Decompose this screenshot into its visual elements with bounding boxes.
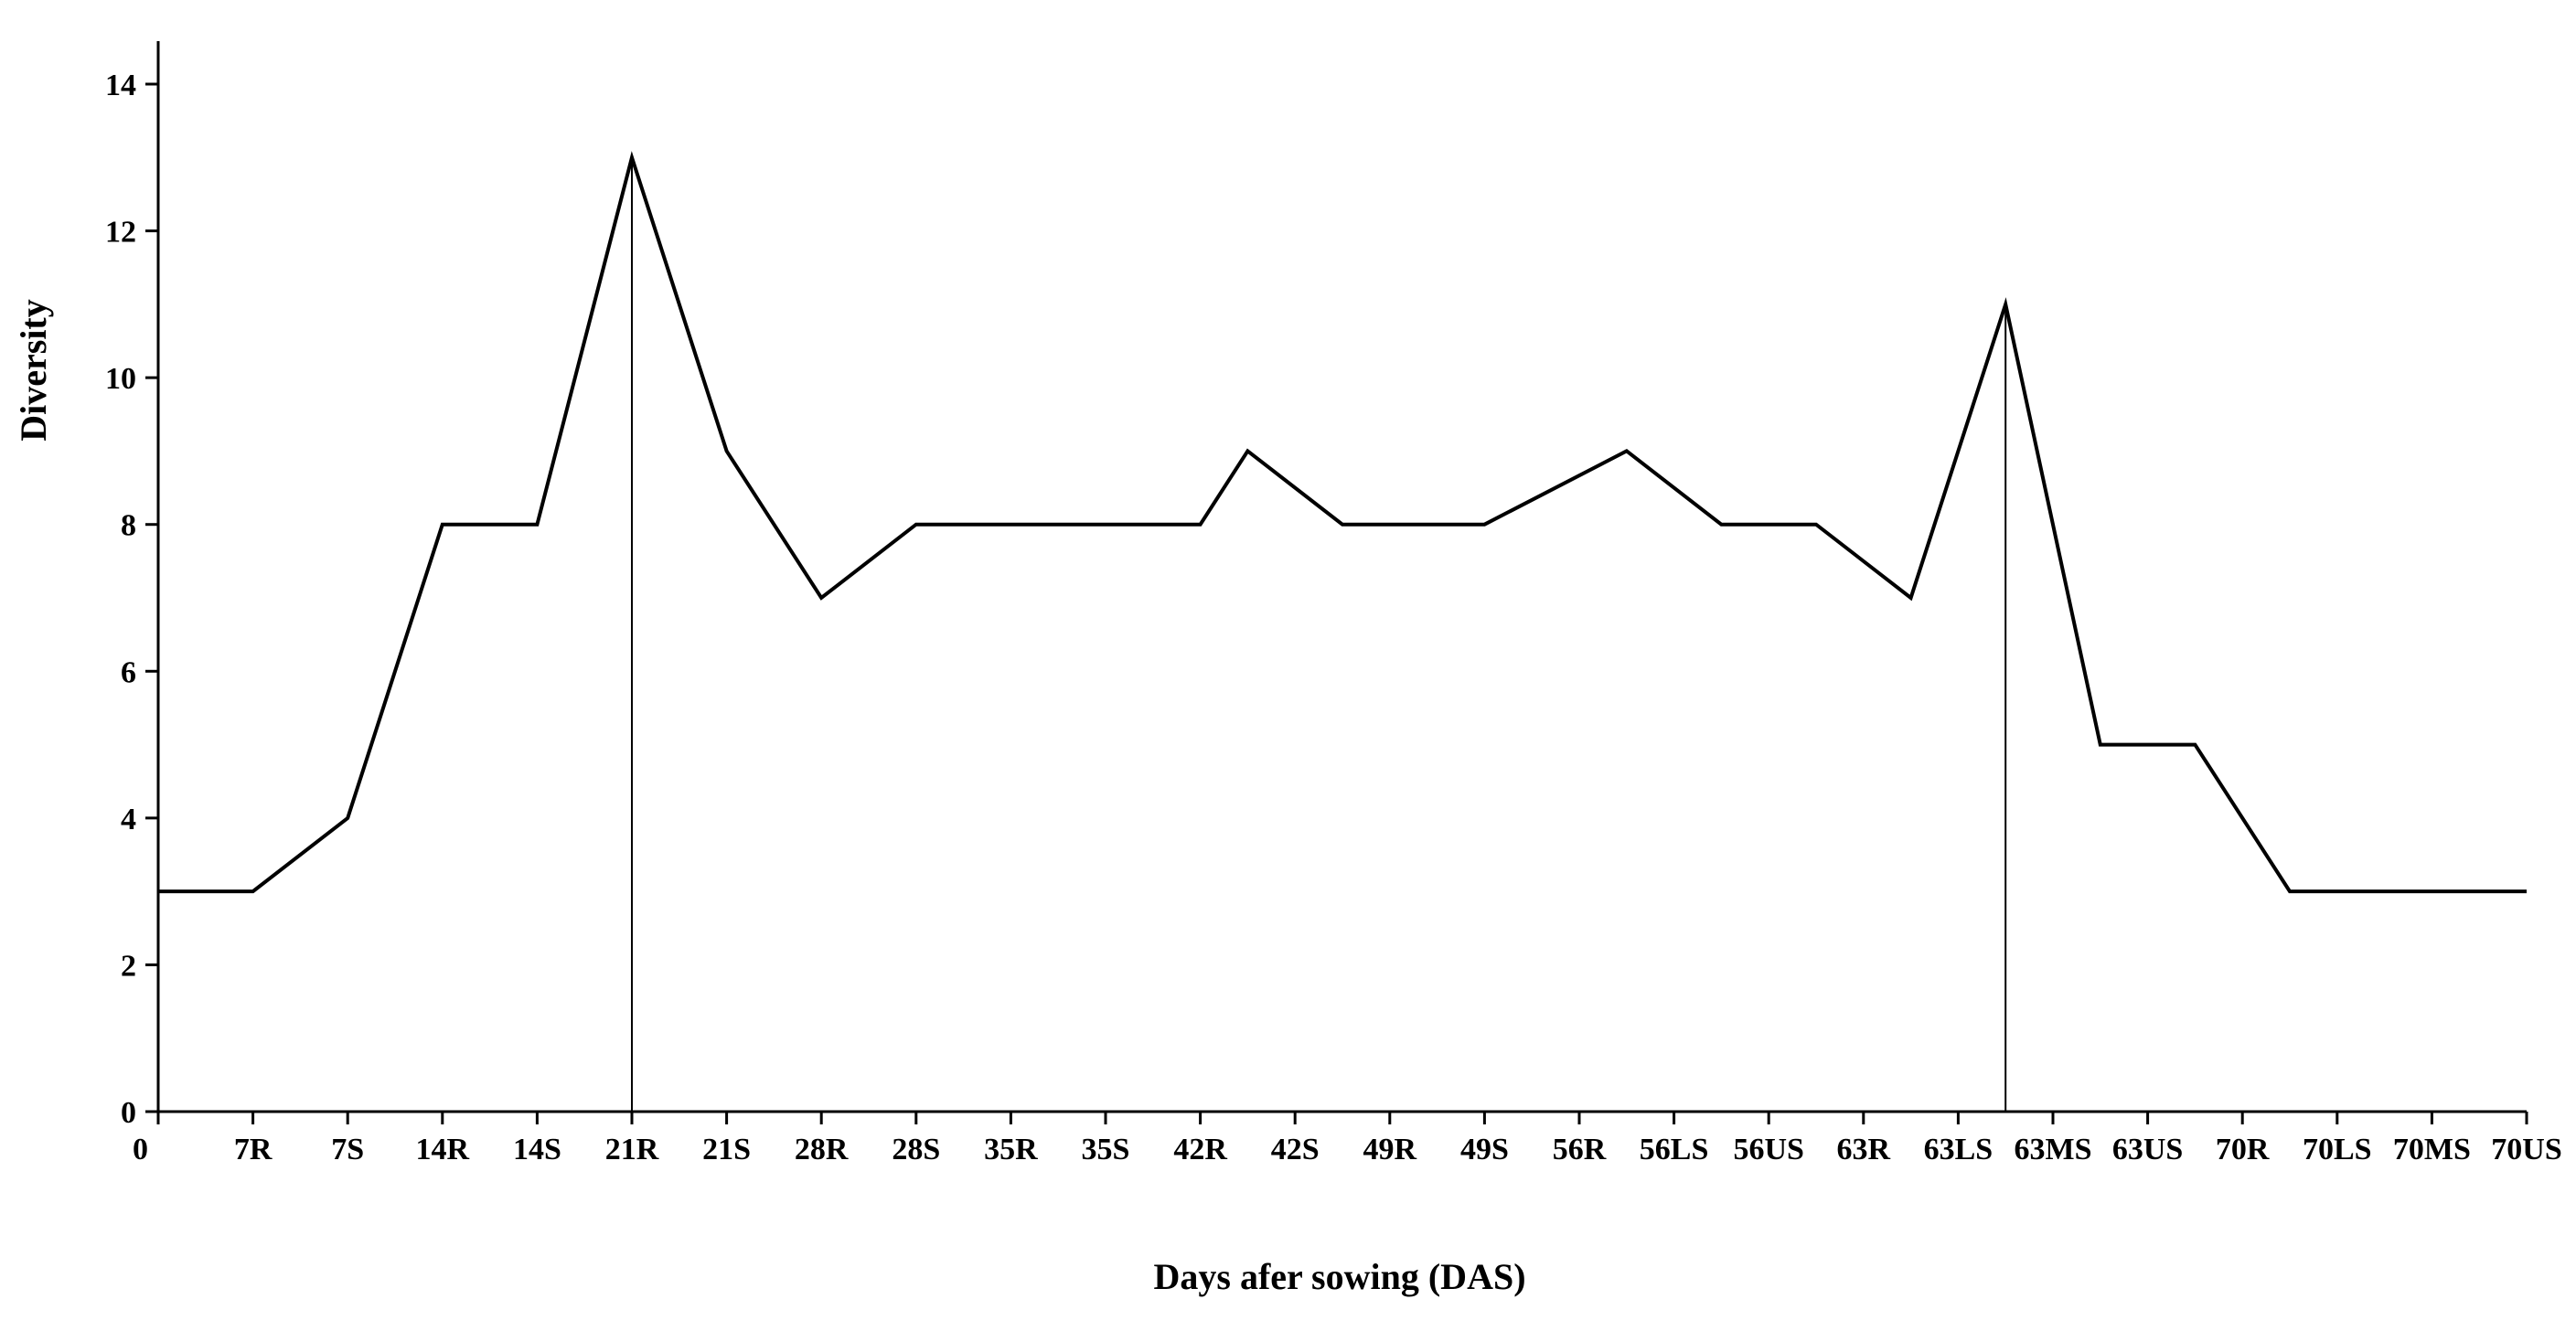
- x-tick-label: 28S: [892, 1133, 940, 1166]
- y-tick-label: 14: [105, 69, 136, 102]
- x-axis-title: Days afer sowing (DAS): [1153, 1256, 1525, 1297]
- y-axis-ticks: 0 2 4 6 8 10 12 14: [105, 69, 158, 1130]
- x-tick-label: 21R: [605, 1133, 659, 1166]
- x-tick-label: 42R: [1173, 1133, 1227, 1166]
- diversity-series: [158, 151, 2527, 894]
- x-tick-label: 63LS: [1924, 1133, 1993, 1166]
- x-tick-label: 70MS: [2393, 1133, 2471, 1166]
- x-tick-label: 56US: [1733, 1133, 1803, 1166]
- y-tick-label: 0: [121, 1096, 136, 1130]
- x-tick-label: 70R: [2216, 1133, 2270, 1166]
- x-tick-label: 49R: [1363, 1133, 1417, 1166]
- series-line: [158, 151, 2527, 894]
- x-tick-label: 56LS: [1640, 1133, 1709, 1166]
- axes: [156, 41, 2527, 1113]
- y-tick-label: 2: [121, 949, 136, 983]
- x-tick-label: 56R: [1553, 1133, 1607, 1166]
- y-tick-label: 12: [105, 216, 136, 250]
- reference-lines: [631, 157, 2007, 1112]
- y-tick-label: 6: [121, 655, 136, 689]
- x-axis-ticks: 0 7R 7S 14R 14S 21R 21S 28R 28S 35R 35S 42R 42S 49R 49…: [133, 1112, 2562, 1166]
- x-tick-label: 63MS: [2015, 1133, 2092, 1166]
- y-tick-label: 8: [121, 509, 136, 543]
- x-tick-label: 42S: [1271, 1133, 1320, 1166]
- y-tick-label: 4: [121, 803, 136, 836]
- x-tick-label: 63US: [2112, 1133, 2183, 1166]
- x-tick-label: 70US: [2491, 1133, 2561, 1166]
- x-tick-label: 7R: [234, 1133, 273, 1166]
- x-tick-label: 49S: [1460, 1133, 1509, 1166]
- x-tick-label: 70LS: [2303, 1133, 2372, 1166]
- x-tick-label: 63R: [1837, 1133, 1891, 1166]
- x-tick-label: 28R: [795, 1133, 849, 1166]
- x-tick-label: 35S: [1082, 1133, 1130, 1166]
- x-tick-label: 14S: [513, 1133, 561, 1166]
- y-tick-label: 10: [105, 362, 136, 396]
- y-axis-title: Diversity: [13, 299, 54, 442]
- x-tick-label: 0: [133, 1133, 148, 1166]
- x-tick-label: 35R: [984, 1133, 1038, 1166]
- x-tick-label: 21S: [702, 1133, 751, 1166]
- x-tick-label: 14R: [416, 1133, 470, 1166]
- x-tick-label: 7S: [331, 1133, 364, 1166]
